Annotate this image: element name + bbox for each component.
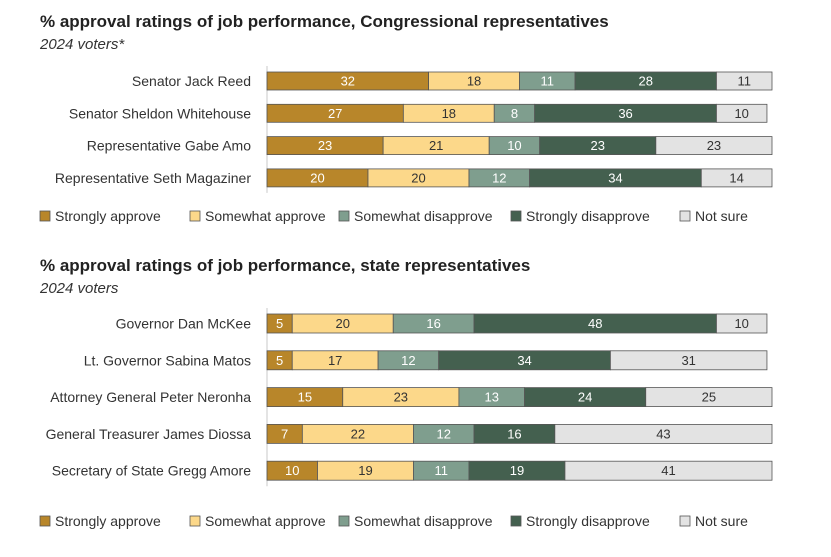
chart1-data-label: 28: [639, 74, 653, 89]
chart1-data-label: 11: [737, 74, 751, 89]
chart2-category-label: Secretary of State Gregg Amore: [52, 463, 251, 479]
chart2-bar-segment: [610, 350, 768, 371]
chart2-legend-swatch: [189, 515, 201, 527]
chart1-data-label: 18: [442, 106, 456, 121]
chart1-data-label: 10: [734, 106, 748, 121]
chart1-legend-label: Strongly approve: [55, 208, 161, 224]
chart1-legend-swatch: [679, 210, 691, 222]
chart2-data-label: 41: [661, 463, 675, 478]
chart1-legend-label: Strongly disapprove: [526, 208, 650, 224]
chart2-data-label: 5: [276, 353, 283, 368]
chart2-bar-segment: [645, 387, 773, 407]
chart2-data-label: 19: [510, 463, 524, 478]
chart1-category-label: Representative Gabe Amo: [87, 138, 251, 154]
chart2-legend-label: Somewhat approve: [205, 513, 326, 529]
chart2-data-label: 12: [437, 426, 451, 441]
chart2-data-label: 19: [358, 463, 372, 478]
chart2-legend-label: Strongly disapprove: [526, 513, 650, 529]
chart2-data-label: 5: [276, 316, 283, 331]
chart1-subtitle: 2024 voters*: [40, 36, 125, 53]
chart1-legend-swatch: [39, 210, 51, 222]
chart1-bar-segment: [716, 71, 773, 91]
chart1-data-label: 21: [429, 138, 443, 153]
chart1-data-label: 12: [492, 170, 506, 185]
chart2-category-label: Governor Dan McKee: [116, 316, 252, 332]
chart2-data-label: 11: [434, 463, 448, 478]
chart2-data-label: 16: [426, 316, 440, 331]
chart1-bar-segment: [716, 103, 768, 123]
chart2-bar-segment: [564, 460, 773, 481]
chart2-legend-swatch: [338, 515, 350, 527]
chart1-data-label: 32: [341, 74, 355, 89]
chart2-data-label: 48: [588, 316, 602, 331]
chart1-data-label: 27: [328, 106, 342, 121]
chart2-legend-label: Strongly approve: [55, 513, 161, 529]
chart2-data-label: 24: [578, 390, 592, 405]
chart1-data-label: 10: [507, 138, 521, 153]
chart1-data-label: 18: [467, 74, 481, 89]
chart1-data-label: 11: [541, 74, 555, 89]
chart2-legend-label: Somewhat disapprove: [354, 513, 493, 529]
chart1-data-label: 14: [729, 170, 743, 185]
chart1-data-label: 36: [618, 106, 632, 121]
chart1-data-label: 34: [608, 170, 622, 185]
chart1-category-label: Senator Sheldon Whitehouse: [69, 105, 251, 121]
chart1-data-label: 8: [511, 106, 518, 121]
chart2-subtitle: 2024 voters: [40, 280, 119, 297]
chart2-data-label: 17: [328, 353, 342, 368]
chart1-data-label: 23: [318, 138, 332, 153]
chart2-data-label: 23: [394, 390, 408, 405]
chart1-legend-label: Somewhat approve: [205, 208, 326, 224]
chart1-data-label: 23: [707, 138, 721, 153]
chart2-data-label: 22: [351, 426, 365, 441]
chart1-bar-segment: [655, 136, 773, 155]
chart2-category-label: Lt. Governor Sabina Matos: [84, 352, 251, 368]
chart2-data-label: 31: [681, 353, 695, 368]
chart1-data-label: 20: [411, 170, 425, 185]
chart2-category-label: Attorney General Peter Neronha: [50, 389, 251, 405]
chart2-data-label: 34: [517, 353, 531, 368]
chart1-bar-segment: [700, 168, 773, 188]
chart2-legend-label: Not sure: [695, 513, 748, 529]
chart2-data-label: 10: [734, 316, 748, 331]
chart1-plot: Senator Jack Reed 32 18 11 28 11 Senator Sheld…: [39, 66, 773, 224]
chart2-data-label: 10: [285, 463, 299, 478]
chart2-title: % approval ratings of job performance, s…: [40, 256, 531, 275]
chart2-data-label: 12: [401, 353, 415, 368]
chart2-data-label: 16: [507, 426, 521, 441]
chart2-data-label: 43: [656, 426, 670, 441]
chart2-plot: Governor Dan McKee 5 20 16 48 10 Lt. Governor …: [39, 308, 773, 529]
chart2-data-label: 20: [336, 316, 350, 331]
chart2-data-label: 15: [298, 390, 312, 405]
chart1-legend-swatch: [510, 210, 522, 222]
chart2-data-label: 7: [281, 426, 288, 441]
chart2-bar-segment: [716, 313, 768, 334]
chart2-legend-swatch: [39, 515, 51, 527]
chart2-data-label: 25: [702, 390, 716, 405]
chart1-title: % approval ratings of job performance, C…: [40, 12, 609, 31]
chart2-bar-segment: [554, 424, 773, 444]
chart1-data-label: 20: [310, 170, 324, 185]
chart2-category-label: General Treasurer James Diossa: [46, 426, 252, 442]
chart1-category-label: Representative Seth Magaziner: [55, 170, 251, 186]
chart1-category-label: Senator Jack Reed: [132, 73, 251, 89]
chart1-legend-swatch: [189, 210, 201, 222]
chart2-legend-swatch: [679, 515, 691, 527]
chart2-data-label: 13: [484, 390, 498, 405]
chart1-legend-swatch: [338, 210, 350, 222]
chart2-legend-swatch: [510, 515, 522, 527]
chart1-legend-label: Somewhat disapprove: [354, 208, 493, 224]
chart1-legend-label: Not sure: [695, 208, 748, 224]
chart1-data-label: 23: [591, 138, 605, 153]
